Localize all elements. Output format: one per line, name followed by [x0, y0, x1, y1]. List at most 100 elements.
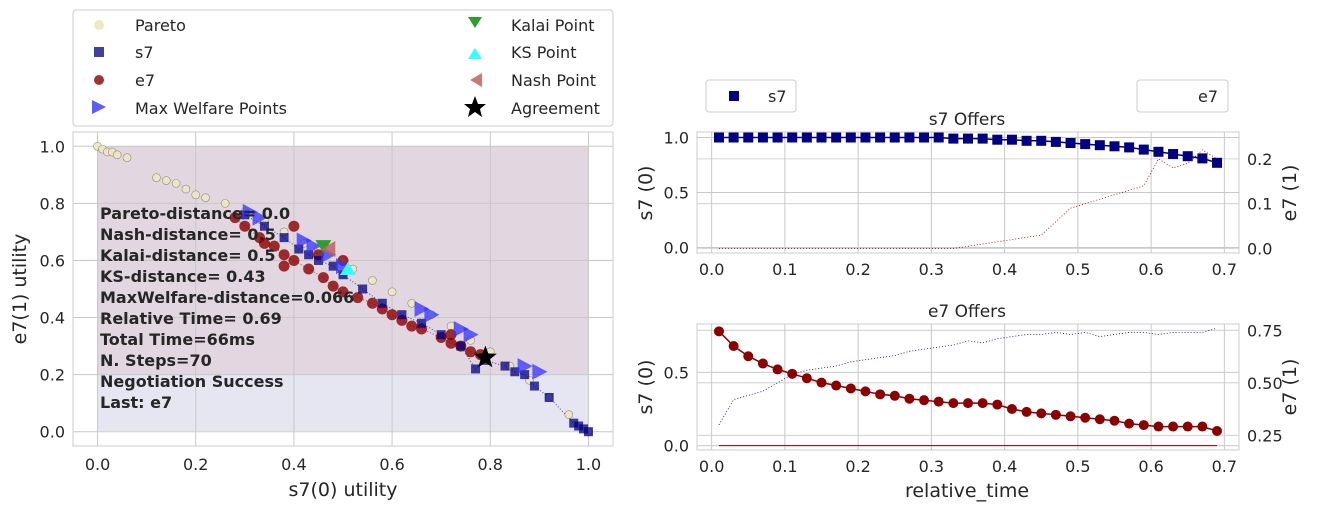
- s7-offers-s7-point: [860, 132, 871, 143]
- pareto-point: [446, 321, 456, 331]
- e7-offers-e7-point: [919, 395, 930, 406]
- main-legend: Pareto s7 e7 Max Welfare Points Kalai Po…: [72, 9, 614, 127]
- e7-utility-point: [278, 260, 290, 272]
- s7-offers-marks: [713, 132, 1223, 249]
- s7-offers-ytick-right-label: 0.0: [1247, 240, 1272, 259]
- legend-marker-max-welfare: [92, 100, 106, 114]
- s7-offers-s7-point: [1197, 153, 1208, 164]
- e7-utility-point: [303, 263, 315, 275]
- e7-utility-point: [366, 297, 378, 309]
- utility-ylabel: e7(1) utility: [9, 234, 31, 345]
- e7-offers-e7-point: [1153, 421, 1164, 432]
- e7-offers-e7-point: [1065, 411, 1076, 422]
- max-welfare-point: [336, 258, 351, 275]
- e7-utility-point: [288, 220, 300, 232]
- max-welfare-point: [424, 306, 440, 323]
- utility-ytick-label: 0.6: [40, 251, 65, 270]
- legend-label-agreement: Agreement: [511, 99, 600, 118]
- max-welfare-point: [517, 358, 533, 375]
- s7-offers-ytick-label: 0.0: [664, 239, 689, 258]
- s7-utility-point: [313, 255, 323, 265]
- s7-offers-s7-point: [1021, 135, 1032, 146]
- s7-utility-point: [456, 341, 466, 351]
- e7-offers-ytick-label: 0.0: [664, 437, 689, 456]
- stats-block: Pareto-distance= 0.0 Nash-distance= 0.5 …: [100, 204, 354, 412]
- e7-offers-frame: [696, 323, 1240, 451]
- legend-label-pareto: Pareto: [135, 16, 186, 35]
- legend-marker-e7: [94, 75, 104, 85]
- s7-offers-s7-point: [1080, 139, 1091, 150]
- legend-marker-s7: [94, 47, 104, 57]
- e7-offers-e7-point: [963, 398, 973, 409]
- s7-utility-point: [544, 392, 554, 402]
- e7-offers-e7-point: [816, 377, 827, 388]
- s7-offers-s7-point: [757, 132, 768, 143]
- pareto-point: [387, 287, 397, 297]
- ks-point: [339, 262, 356, 276]
- s7-offers-s7-point: [1182, 151, 1193, 162]
- e7-utility-point: [268, 240, 280, 252]
- s7-utility-point: [259, 221, 269, 231]
- e7-offers-xlabel: relative_time: [905, 480, 1029, 502]
- e7-offers-e7-point: [889, 390, 900, 401]
- s7-offers-xtick-label: 0.3: [919, 260, 944, 279]
- e7-offers-e7-point: [904, 393, 915, 404]
- e7-offers-xtick-label: 0.3: [919, 457, 944, 476]
- e7-offers-e7-point: [1094, 414, 1105, 425]
- max-welfare-point: [532, 363, 548, 380]
- s7-offers-ytick-right-label: 0.1: [1247, 195, 1272, 214]
- s7-offers-s7-point: [977, 133, 988, 144]
- e7-offers-ytick-right-label: 0.50: [1247, 374, 1283, 393]
- s7-offers-s7-point: [845, 132, 856, 143]
- stats-line-nash: Nash-distance= 0.5: [100, 225, 276, 244]
- s7-offers-xtick-label: 0.2: [845, 260, 870, 279]
- legend-marker-agreement: [464, 96, 486, 117]
- stats-line-ks: KS-distance= 0.43: [100, 267, 266, 286]
- s7-offers-xtick-label: 0.5: [1065, 260, 1090, 279]
- s7-offers-s7-point: [743, 132, 754, 143]
- e7-utility-point: [465, 346, 477, 358]
- s7-utility-point: [294, 244, 304, 254]
- e7-utility-point: [445, 337, 457, 349]
- s7-utility-point: [397, 310, 407, 320]
- e7-offers-xtick-label: 0.6: [1138, 457, 1163, 476]
- e7-offers-xtick-label: 0.0: [699, 457, 724, 476]
- s7-offers-legend-right-box: [1136, 79, 1229, 113]
- e7-offers-e7-point: [728, 340, 739, 351]
- s7-utility-point: [579, 424, 589, 434]
- utility-xtick-label: 0.6: [379, 455, 404, 474]
- stats-line-last: Last: e7: [100, 393, 172, 412]
- s7-offers-s7-point: [1050, 136, 1061, 147]
- legend-label-e7: e7: [135, 71, 155, 90]
- s7-utility-point: [471, 364, 481, 374]
- utility-region-bottom: [97, 374, 588, 431]
- s7-utility-point: [569, 418, 579, 428]
- main-legend-box: [72, 9, 614, 127]
- s7-offers-xtick-label: 0.1: [772, 260, 797, 279]
- s7-utility-point: [500, 361, 510, 371]
- pareto-point: [152, 173, 161, 182]
- e7-offers-e7-point: [860, 386, 871, 397]
- legend-marker-ks: [468, 48, 482, 59]
- s7-offers-s7-point: [992, 134, 1003, 145]
- legend-label-ks: KS Point: [511, 43, 576, 62]
- e7-offers-e7-point: [743, 351, 754, 362]
- s7-offers-xtick-label: 0.6: [1138, 260, 1163, 279]
- s7-offers-ytick-right-label: 0.2: [1247, 150, 1272, 169]
- s7-offers-title: s7 Offers: [929, 110, 1006, 130]
- s7-offers-legend-s7-label: s7: [768, 87, 787, 106]
- s7-offers-s7-point: [816, 132, 827, 143]
- s7-offers-s7-point: [1065, 138, 1076, 148]
- e7-utility-point: [352, 292, 364, 304]
- s7-offers-s7-point: [713, 132, 724, 143]
- max-welfare-point: [414, 300, 430, 317]
- utility-xtick-label: 1.0: [576, 455, 601, 474]
- s7-offers-xtick-label: 0.4: [992, 260, 1017, 279]
- kalai-point: [315, 240, 332, 254]
- s7-offers-s7-point: [1212, 157, 1223, 168]
- s7-offers-s7-point: [801, 132, 812, 143]
- stats-line-pareto: Pareto-distance= 0.0: [100, 204, 290, 223]
- e7-offers-xtick-label: 0.5: [1065, 457, 1090, 476]
- utility-ytick-label: 0.0: [40, 423, 65, 442]
- e7-offers-e7-point: [1021, 406, 1032, 417]
